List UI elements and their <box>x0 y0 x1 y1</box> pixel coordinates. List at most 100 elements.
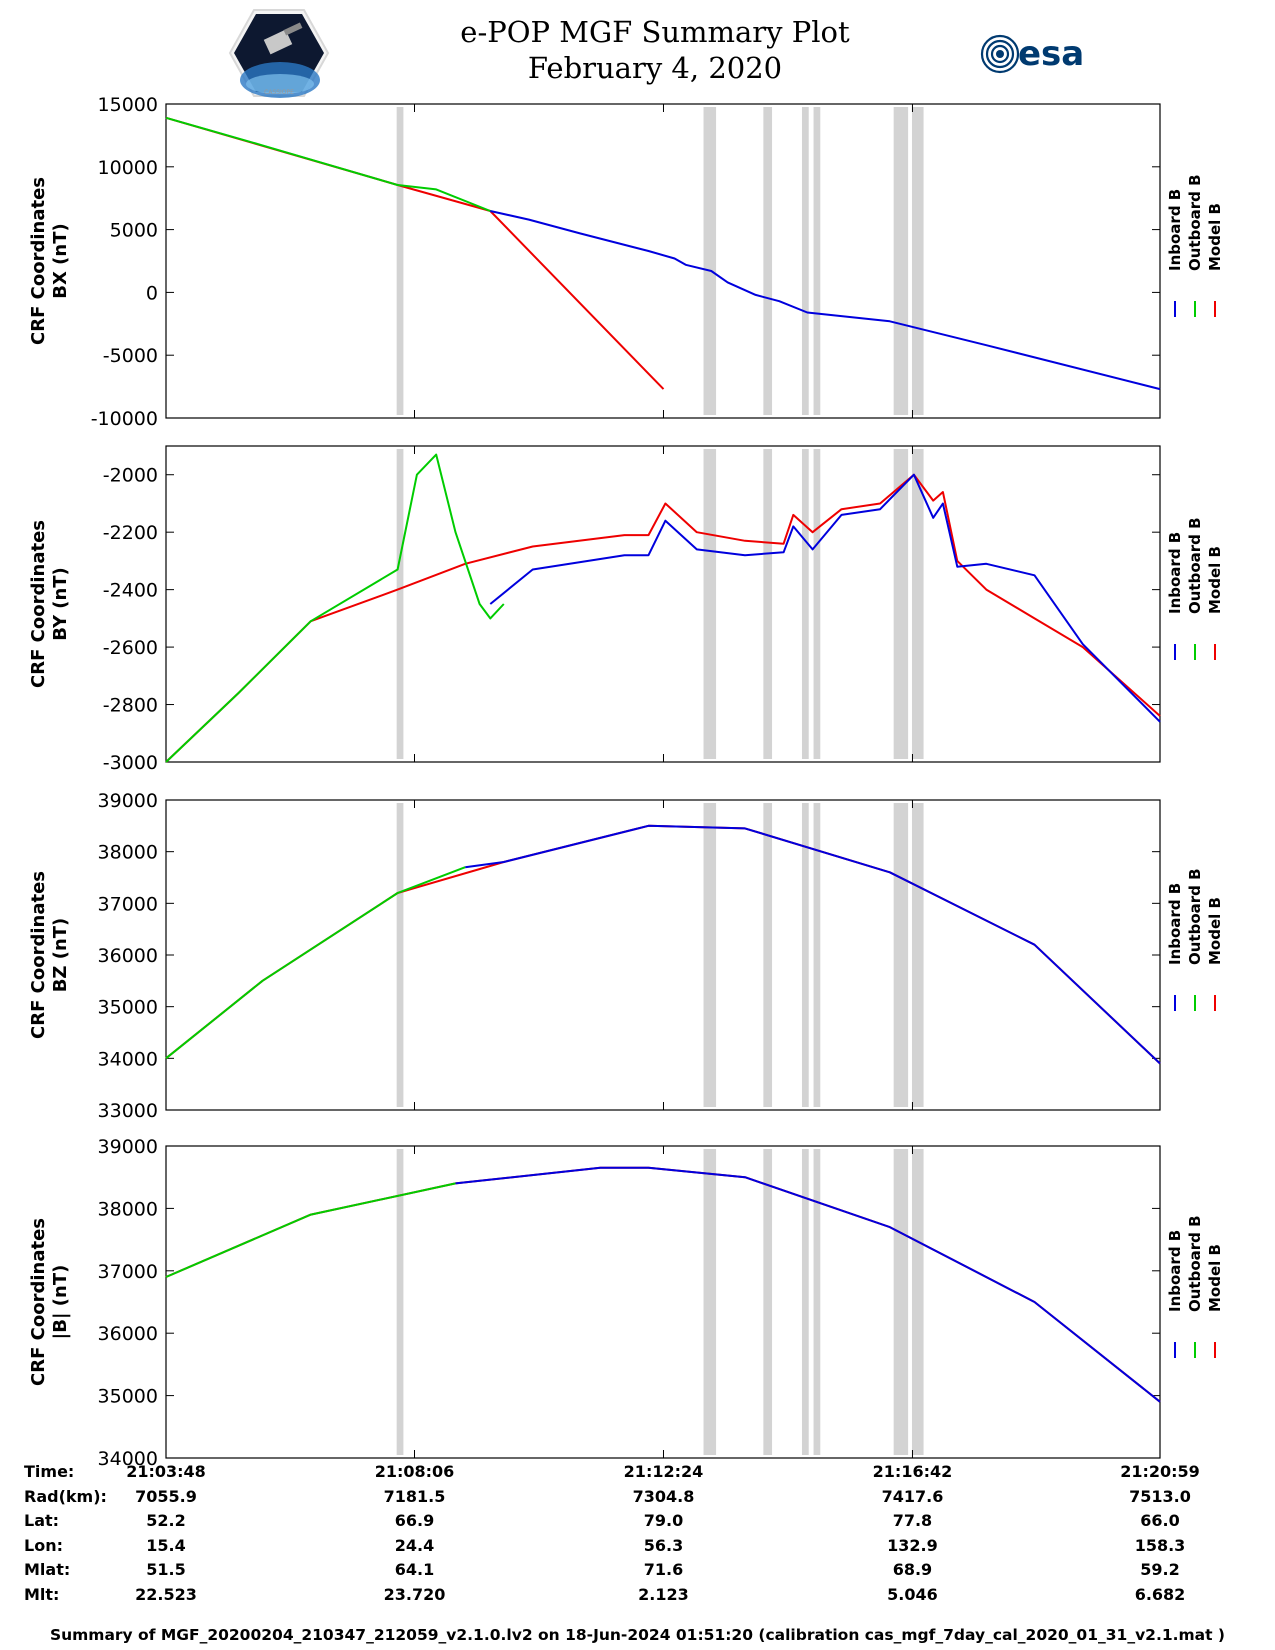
stat-value: 6.682 <box>1134 1584 1186 1604</box>
data-gap-band <box>801 449 809 759</box>
series-inboard-b <box>490 210 1161 391</box>
series-outboard-b <box>165 866 466 1060</box>
legend-label: Outboard B <box>1186 868 1204 965</box>
legend-label: Model B <box>1206 546 1224 614</box>
stat-value: 7417.6 <box>881 1486 944 1506</box>
series-inboard-b <box>455 1166 1161 1403</box>
data-gap-band <box>911 803 924 1107</box>
y-tick-label: 34000 <box>98 1048 158 1070</box>
stat-value: 66.0 <box>1140 1511 1180 1530</box>
data-gap-band <box>703 107 717 415</box>
legend-label: Outboard B <box>1186 174 1204 271</box>
stat-value: 5.046 <box>887 1584 938 1604</box>
stat-value: 15.4 <box>146 1535 186 1555</box>
y-axis-label-line-2: BZ (nT) <box>50 918 71 993</box>
series-model-b <box>165 824 1161 1065</box>
series-outboard-b <box>165 1182 456 1278</box>
stat-value: 59.2 <box>1140 1560 1180 1579</box>
data-gap-band <box>703 1149 717 1455</box>
y-tick-label: 36000 <box>98 945 158 967</box>
data-gap-band <box>763 803 773 1107</box>
stat-value: 158.3 <box>1134 1535 1186 1555</box>
title-line-1: e-POP MGF Summary Plot <box>460 15 850 49</box>
y-tick-label: -2400 <box>103 580 158 602</box>
y-tick-label: -2600 <box>103 637 158 659</box>
y-tick-label: 34000 <box>98 1448 158 1470</box>
esa-logo: esa <box>978 32 1094 76</box>
stat-value: 7513.0 <box>1129 1486 1191 1506</box>
y-tick-label: 33000 <box>98 1100 158 1122</box>
stat-value: 77.8 <box>892 1511 933 1530</box>
data-gap-band <box>893 107 909 415</box>
data-gap-band <box>763 107 773 415</box>
legend-label: Inboard B <box>1166 1230 1184 1312</box>
data-gap-band <box>813 1149 821 1455</box>
stat-row: Lon: 15.4 24.4 56.3 132.9 158.3 <box>0 1536 1275 1560</box>
data-gap-band <box>763 449 773 759</box>
data-gap-band <box>396 107 404 415</box>
stat-row: Time: 21:03:48 21:08:06 21:12:24 21:16:42 21:… <box>0 1462 1275 1486</box>
orbit-stats-table: Time: 21:03:48 21:08:06 21:12:24 21:16:42 21:… <box>0 1462 1275 1622</box>
stat-value: 66.9 <box>394 1511 435 1530</box>
y-axis-label-line-1: CRF Coordinates <box>28 520 49 688</box>
plot-frame <box>165 103 1161 419</box>
y-tick-label: 35000 <box>98 997 158 1019</box>
y-axis-label-line-1: CRF Coordinates <box>28 871 49 1039</box>
y-tick-label: 0 <box>146 282 158 304</box>
stat-value: 7304.8 <box>632 1486 695 1506</box>
header: CASSIOPE e-POP MGF Summary Plot February… <box>0 0 1275 100</box>
data-gap-band <box>801 803 809 1107</box>
legend-label: Model B <box>1206 1244 1224 1312</box>
stat-value: 21:08:06 <box>374 1462 455 1481</box>
legend-label: Model B <box>1206 897 1224 965</box>
data-gap-band <box>763 1149 773 1455</box>
data-gap-band <box>396 449 404 759</box>
chart-title: e-POP MGF Summary Plot February 4, 2020 <box>400 14 910 86</box>
y-axis-label-line-1: CRF Coordinates <box>28 177 49 345</box>
stat-value: 132.9 <box>887 1535 938 1555</box>
y-axis-label-line-2: BX (nT) <box>50 223 71 298</box>
stat-label: Mlt: <box>24 1584 60 1604</box>
stat-label: Lon: <box>24 1535 63 1555</box>
stat-value: 56.3 <box>643 1535 684 1555</box>
y-tick-label: 37000 <box>98 1261 158 1283</box>
y-tick-label: -5000 <box>103 345 158 367</box>
y-tick-label: 5000 <box>110 220 158 242</box>
stat-value: 21:16:42 <box>872 1462 953 1481</box>
y-tick-label: -2200 <box>103 522 158 544</box>
data-gap-band <box>813 449 821 759</box>
y-axis-label-line-1: CRF Coordinates <box>28 1218 49 1386</box>
stat-row: Lat: 52.2 66.9 79.0 77.8 66.0 <box>0 1511 1275 1535</box>
panel-bx: -10000 -5000 0 5000 10000 15000 CRF Coordinate… <box>28 94 1224 430</box>
data-gap-band <box>893 803 909 1107</box>
stat-row: Mlt: 22.523 23.720 2.123 5.046 6.682 <box>0 1585 1275 1609</box>
footer-caption: Summary of MGF_20200204_210347_212059_v2… <box>49 1626 1226 1644</box>
y-tick-label: 39000 <box>98 790 158 812</box>
cassiope-logo: CASSIOPE <box>228 8 330 98</box>
stat-value: 71.6 <box>643 1560 684 1579</box>
y-tick-label: 38000 <box>98 1198 158 1220</box>
stat-value: 21:20:59 <box>1120 1462 1200 1481</box>
y-tick-label: -10000 <box>91 408 158 430</box>
stat-row: Rad(km): 7055.9 7181.5 7304.8 7417.6 7513.0 <box>0 1487 1275 1511</box>
stat-label: Mlat: <box>24 1560 71 1579</box>
data-gap-band <box>703 449 717 759</box>
data-gap-band <box>703 803 717 1107</box>
legend-label: Model B <box>1206 203 1224 271</box>
stat-value: 68.9 <box>892 1560 933 1579</box>
y-tick-label: 38000 <box>98 842 158 864</box>
stat-label: Lat: <box>24 1511 60 1530</box>
data-gap-band <box>893 449 909 759</box>
data-gap-band <box>911 449 924 759</box>
stat-row: Mlat: 51.5 64.1 71.6 68.9 59.2 <box>0 1560 1275 1584</box>
legend-label: Inboard B <box>1166 883 1184 965</box>
stat-value: 2.123 <box>638 1584 689 1604</box>
data-gap-band <box>911 1149 924 1455</box>
y-tick-label: 10000 <box>98 157 158 179</box>
data-gap-band <box>801 1149 809 1455</box>
y-tick-label: 37000 <box>98 893 158 915</box>
svg-text:esa: esa <box>1018 34 1084 74</box>
data-gap-band <box>396 1149 404 1455</box>
svg-text:CASSIOPE: CASSIOPE <box>264 89 294 96</box>
legend-label: Outboard B <box>1186 517 1204 614</box>
